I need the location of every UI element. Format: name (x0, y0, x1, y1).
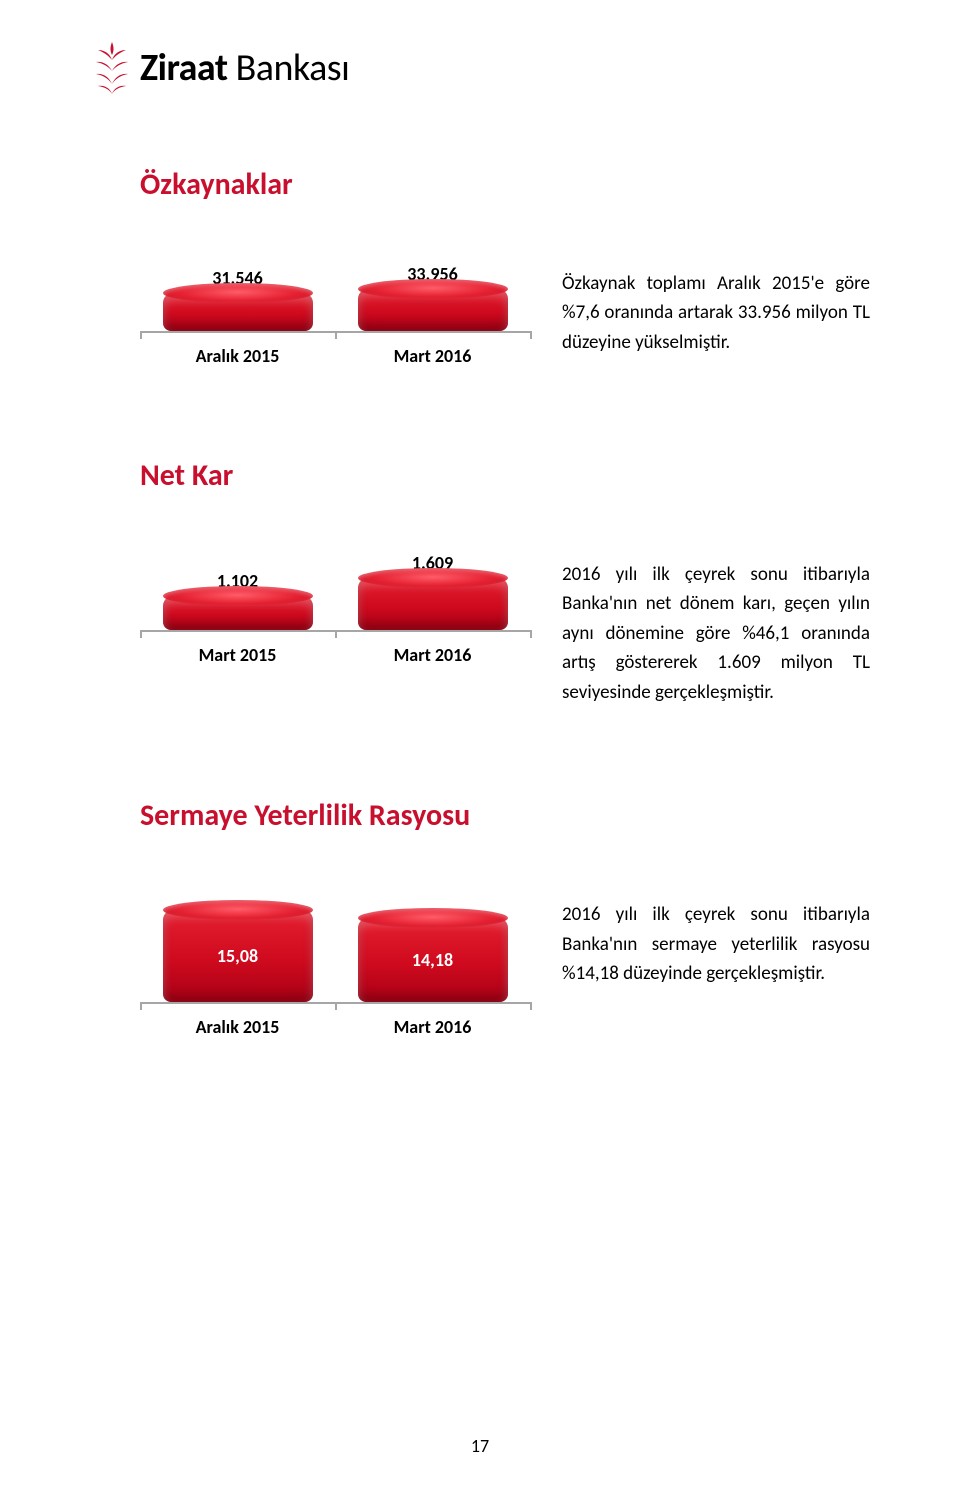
logo-brand-bold: Ziraat (140, 45, 228, 91)
bar (163, 596, 313, 630)
x-axis-labels: Aralık 2015Mart 2016 (140, 345, 532, 367)
section-body: 15,08 14,18 Aralık 2015Mart 2016 2016 yılı … (140, 894, 870, 1038)
bar: 15,08 (163, 910, 313, 1002)
axis-tick (140, 331, 142, 339)
wheat-icon (90, 40, 134, 96)
bar-slot: 1.609 (335, 552, 530, 630)
axis-tick (335, 331, 337, 339)
section-description: Özkaynak toplamı Aralık 2015'e göre %7,6… (562, 263, 870, 357)
x-axis-label: Aralık 2015 (140, 345, 335, 367)
section-body: 1.1021.609Mart 2015Mart 20162016 yılı il… (140, 554, 870, 707)
axis-tick (530, 331, 532, 339)
bar (163, 293, 313, 331)
axis-tick (140, 630, 142, 638)
bar-chart: 31.54633.956 (140, 263, 532, 333)
x-axis-labels: Aralık 2015Mart 2016 (140, 1016, 532, 1038)
axis-tick (335, 1002, 337, 1010)
axis-tick (530, 630, 532, 638)
bar-slot: 14,18 (335, 892, 530, 1002)
section-description: 2016 yılı ilk çeyrek sonu itibarıyla Ban… (562, 894, 870, 988)
chart: 31.54633.956Aralık 2015Mart 2016 (140, 263, 532, 367)
x-axis-label: Mart 2016 (335, 345, 530, 367)
bar-slot: 1.102 (140, 552, 335, 630)
section: Sermaye Yeterlilik Rasyosu 15,08 14,18 Aral… (90, 797, 870, 1038)
axis-tick (530, 1002, 532, 1010)
logo: Ziraat Bankası (90, 40, 870, 96)
bar-value: 14,18 (412, 949, 453, 971)
x-axis-label: Aralık 2015 (140, 1016, 335, 1038)
bar (358, 289, 508, 331)
logo-text: Ziraat Bankası (140, 45, 349, 91)
axis-tick (140, 1002, 142, 1010)
x-axis-label: Mart 2016 (335, 644, 530, 666)
x-axis-label: Mart 2015 (140, 644, 335, 666)
chart: 1.1021.609Mart 2015Mart 2016 (140, 554, 532, 666)
page-number: 17 (0, 1435, 960, 1457)
page: Ziraat Bankası Özkaynaklar31.54633.956Ar… (0, 0, 960, 1038)
section-title: Sermaye Yeterlilik Rasyosu (140, 797, 870, 834)
bar-slot: 15,08 (140, 892, 335, 1002)
section-body: 31.54633.956Aralık 2015Mart 2016Özkaynak… (140, 263, 870, 367)
bar-chart: 1.1021.609 (140, 554, 532, 632)
section-title: Özkaynaklar (140, 166, 870, 203)
bar-slot: 33.956 (335, 261, 530, 331)
section: Özkaynaklar31.54633.956Aralık 2015Mart 2… (90, 166, 870, 367)
sections-container: Özkaynaklar31.54633.956Aralık 2015Mart 2… (90, 166, 870, 1038)
bar (358, 578, 508, 630)
bar-value: 15,08 (217, 945, 258, 967)
section-description: 2016 yılı ilk çeyrek sonu itibarıyla Ban… (562, 554, 870, 707)
section: Net Kar1.1021.609Mart 2015Mart 20162016 … (90, 457, 870, 707)
section-title: Net Kar (140, 457, 870, 494)
x-axis-label: Mart 2016 (335, 1016, 530, 1038)
x-axis-labels: Mart 2015Mart 2016 (140, 644, 532, 666)
bar: 14,18 (358, 918, 508, 1002)
logo-brand-light: Bankası (228, 45, 350, 91)
axis-tick (335, 630, 337, 638)
bar-chart: 15,08 14,18 (140, 894, 532, 1004)
chart: 15,08 14,18 Aralık 2015Mart 2016 (140, 894, 532, 1038)
bar-slot: 31.546 (140, 261, 335, 331)
